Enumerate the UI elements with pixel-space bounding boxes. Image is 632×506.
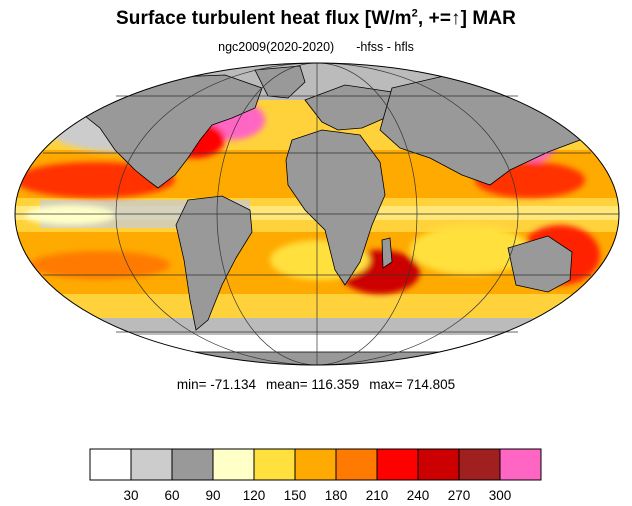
- colorbar-tick-label: 210: [366, 488, 389, 503]
- title-tail: , +=↑] MAR: [417, 8, 516, 29]
- greenland: [254, 65, 306, 99]
- title-main: Surface turbulent heat flux [W/m: [116, 8, 412, 29]
- title-superscript: 2: [411, 7, 418, 20]
- chart-subtitle: ngc2009(2020-2020) -hfss - hfls: [0, 40, 632, 54]
- stat-mean: mean= 116.359: [266, 377, 360, 392]
- colorbar-box: [171, 448, 214, 481]
- colorbar-box: [212, 448, 255, 481]
- colorbar-box: [89, 448, 132, 481]
- madagascar: [381, 237, 393, 269]
- chart-title: Surface turbulent heat flux [W/m2, +=↑] …: [0, 8, 632, 30]
- colorbar-boxes: [89, 448, 542, 481]
- globe-outline: [14, 62, 620, 366]
- africa: [285, 129, 386, 286]
- colorbar-tick-label: 30: [123, 488, 138, 503]
- colorbar-tick-label: 180: [325, 488, 348, 503]
- stat-min: min= -71.134: [176, 377, 257, 392]
- australia: [507, 235, 573, 293]
- colorbar-box: [458, 448, 501, 481]
- colorbar-tick-label: 90: [205, 488, 220, 503]
- south-america: [175, 195, 253, 331]
- colorbar-box: [130, 448, 173, 481]
- north-america: [69, 74, 263, 189]
- colorbar-tick-label: 60: [164, 488, 179, 503]
- colorbar-box: [253, 448, 296, 481]
- field-statistics: min= -71.134 mean= 116.359 max= 714.805: [0, 377, 632, 392]
- subtitle-run: ngc2009(2020-2020): [218, 40, 335, 54]
- colorbar-tick-label: 240: [407, 488, 430, 503]
- colorbar-box: [499, 448, 542, 481]
- colorbar-tick-label: 120: [243, 488, 266, 503]
- colorbar-tick-label: 300: [489, 488, 512, 503]
- subtitle-expression: -hfss - hfls: [356, 40, 414, 54]
- colorbar-box: [294, 448, 337, 481]
- colorbar-box: [376, 448, 419, 481]
- colorbar-labels: 30 60 90 120 150 180 210 240 270 300: [123, 488, 511, 503]
- colorbar-box: [417, 448, 460, 481]
- colorbar-tick-label: 150: [284, 488, 307, 503]
- colorbar-tick-label: 270: [448, 488, 471, 503]
- colorbar-box: [335, 448, 378, 481]
- stat-max: max= 714.805: [369, 377, 456, 392]
